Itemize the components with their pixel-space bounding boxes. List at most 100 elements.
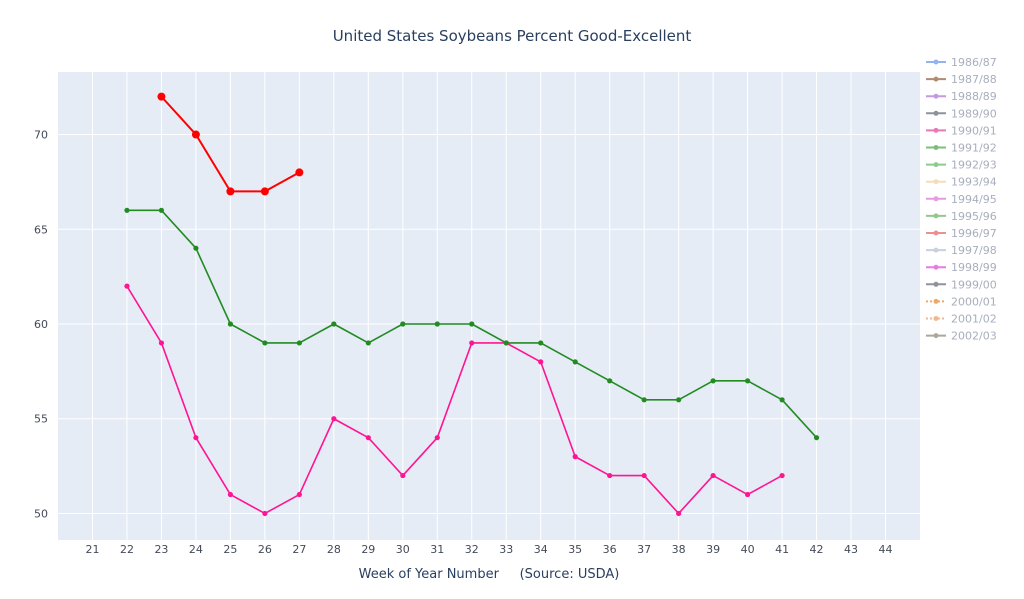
series-17	[124, 283, 785, 517]
data-point	[227, 491, 233, 498]
legend-item[interactable]: 1996/97	[926, 227, 997, 240]
data-point	[262, 340, 268, 346]
data-point	[262, 510, 268, 517]
series-line	[126, 285, 783, 515]
data-point	[365, 435, 371, 441]
data-point	[124, 283, 130, 289]
data-point	[400, 321, 406, 327]
legend-item[interactable]: 1986/87	[926, 56, 997, 69]
y-tick-label: 70	[34, 129, 48, 142]
x-tick-label: 23	[154, 543, 168, 556]
legend-swatch-marker	[933, 298, 939, 304]
data-point	[296, 340, 302, 346]
x-tick-label: 25	[223, 543, 237, 556]
legend-item[interactable]: 2000/01	[926, 295, 997, 308]
legend-swatch-marker	[933, 93, 939, 99]
legend-label: 1993/94	[951, 176, 997, 189]
x-tick-label: 21	[85, 543, 99, 556]
x-tick-label: 39	[706, 543, 720, 556]
legend-item[interactable]: 1988/89	[926, 90, 997, 103]
legend-swatch-marker	[933, 264, 939, 270]
x-axis-title: Week of Year Number (Source: USDA)	[359, 567, 620, 582]
data-point	[227, 321, 233, 327]
data-point	[331, 416, 337, 422]
data-point	[813, 435, 820, 441]
data-point	[503, 340, 509, 346]
x-tick-label: 38	[672, 543, 686, 556]
data-point	[745, 378, 751, 384]
legend-label: 1991/92	[951, 142, 997, 155]
data-point	[641, 472, 647, 479]
x-tick-label: 43	[844, 543, 858, 556]
data-point	[710, 378, 716, 384]
data-point	[676, 397, 682, 403]
x-tick-label: 44	[879, 543, 893, 556]
data-point	[226, 187, 235, 196]
data-point	[295, 168, 304, 177]
legend-item[interactable]: 1987/88	[926, 73, 997, 86]
x-tick-label: 37	[637, 543, 651, 556]
x-tick-label: 26	[258, 543, 272, 556]
legend-item[interactable]: 2001/02	[926, 313, 997, 326]
data-point	[434, 435, 440, 441]
data-point	[157, 92, 166, 101]
x-tick-label: 41	[775, 543, 789, 556]
legend-label: 1989/90	[951, 107, 997, 120]
legend-label: 1997/98	[951, 244, 997, 257]
legend-label: 1988/89	[951, 90, 997, 103]
legend-swatch-marker	[933, 230, 939, 236]
data-point	[400, 472, 406, 479]
x-tick-label: 24	[189, 543, 203, 556]
x-tick-label: 42	[810, 543, 824, 556]
legend-swatch-marker	[933, 281, 939, 287]
legend-swatch-marker	[933, 333, 939, 339]
x-tick-label: 30	[396, 543, 410, 556]
data-point	[469, 340, 475, 346]
data-point	[538, 359, 544, 365]
legend-item[interactable]: 1999/00	[926, 278, 997, 291]
x-tick-label: 32	[465, 543, 479, 556]
legend-label: 1996/97	[951, 227, 997, 240]
legend-swatch-marker	[933, 316, 939, 321]
data-point	[710, 472, 716, 479]
legend-item[interactable]: 1993/94	[926, 176, 997, 189]
x-tick-label: 22	[120, 543, 134, 556]
legend-item[interactable]: 1997/98	[926, 244, 997, 257]
legend[interactable]: 1986/87 1987/88 1988/89 1989/90 1990/91 1991/…	[926, 56, 997, 343]
data-point	[434, 321, 440, 327]
x-ticks: 21 22 23 24 25 26 27 28 29 30 31 32 33 34 35 36 37 38 39 40…	[85, 543, 892, 556]
series-18	[124, 207, 820, 441]
chart-title: United States Soybeans Percent Good-Exce…	[333, 27, 692, 45]
data-point	[331, 321, 337, 327]
legend-item[interactable]: 1992/93	[926, 159, 997, 172]
legend-label: 2000/01	[951, 295, 997, 308]
data-point	[607, 378, 613, 384]
data-point	[124, 207, 130, 213]
legend-item[interactable]: 1989/90	[926, 107, 997, 120]
plot-background	[58, 72, 920, 540]
x-tick-label: 36	[603, 543, 617, 556]
legend-item[interactable]: 1991/92	[926, 142, 997, 155]
x-tick-label: 34	[534, 543, 548, 556]
legend-label: 1995/96	[951, 210, 997, 223]
legend-swatch-marker	[933, 196, 939, 202]
data-point	[365, 340, 371, 346]
legend-label: 1992/93	[951, 159, 997, 172]
legend-item[interactable]: 2002/03	[926, 330, 997, 343]
legend-item[interactable]: 1994/95	[926, 193, 997, 206]
legend-item[interactable]: 1990/91	[926, 124, 997, 137]
x-tick-label: 28	[327, 543, 341, 556]
data-point	[296, 491, 302, 498]
legend-item[interactable]: 1998/99	[926, 261, 997, 274]
legend-swatch-marker	[933, 213, 939, 219]
legend-label: 1998/99	[951, 261, 997, 274]
series-19	[157, 92, 304, 196]
legend-item[interactable]: 1995/96	[926, 210, 997, 223]
data-point	[158, 207, 165, 213]
data-point	[193, 245, 199, 251]
data-point	[191, 130, 200, 139]
legend-label: 1987/88	[951, 73, 997, 86]
grid	[58, 72, 920, 540]
